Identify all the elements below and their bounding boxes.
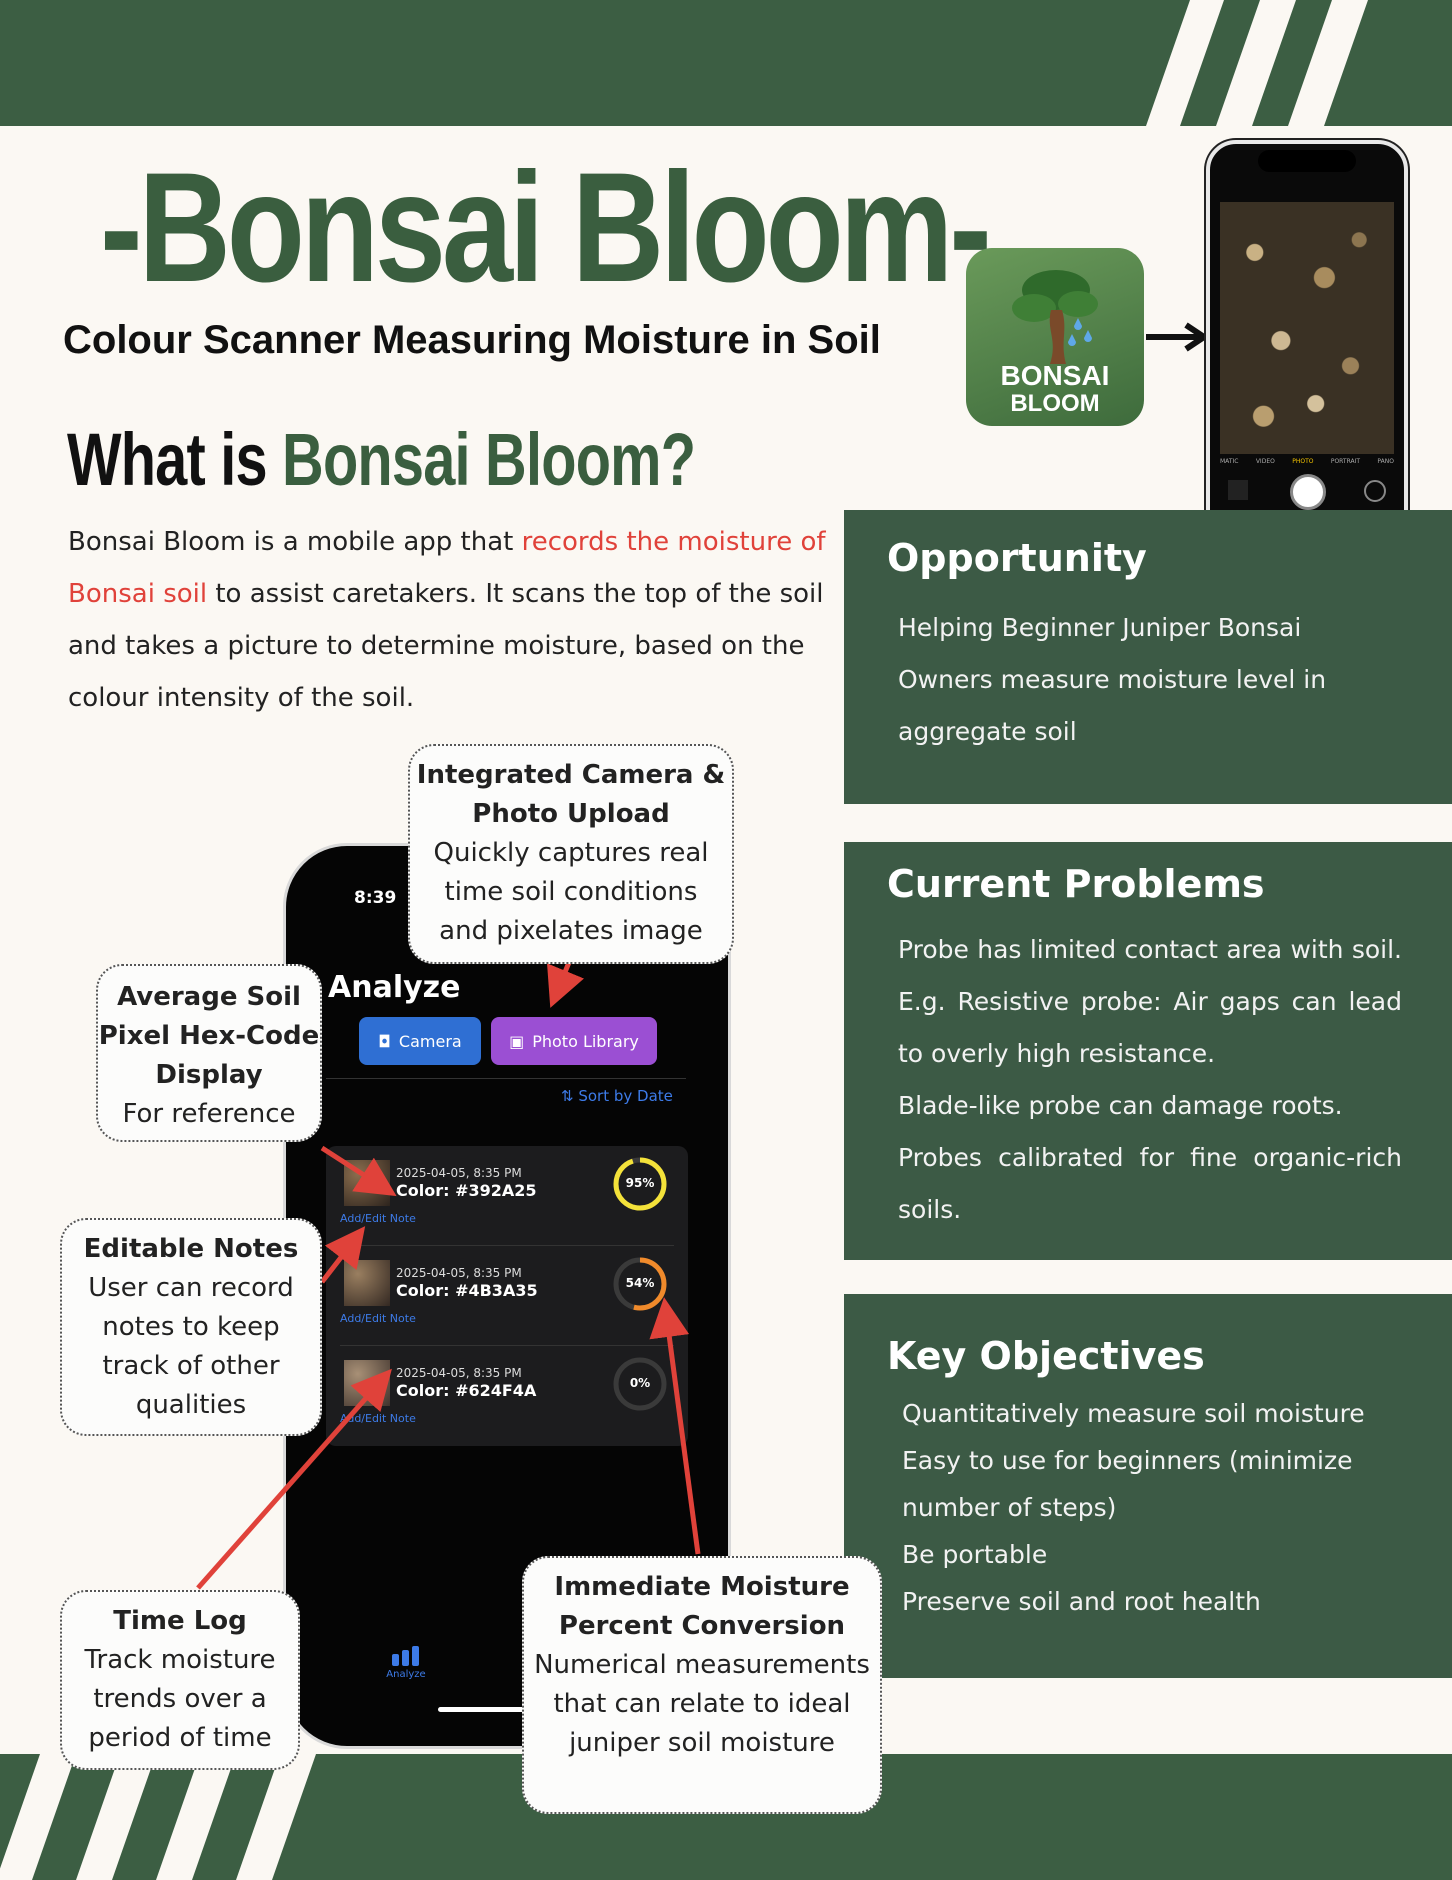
arrow-right-icon — [1146, 322, 1210, 352]
bonsai-tree-icon — [1012, 270, 1098, 364]
divider — [340, 1345, 674, 1346]
callout-body: Track moisture trends over a period of t… — [84, 1645, 276, 1753]
callout-body: Quickly captures real time soil conditio… — [433, 838, 709, 946]
objective-line: Quantitatively measure soil moisture — [902, 1399, 1365, 1428]
logo-line2: BLOOM — [1010, 390, 1100, 417]
entry-date: 2025-04-05, 8:35 PM — [396, 1366, 522, 1380]
problems-panel: Current Problems Probe has limited conta… — [844, 842, 1452, 1260]
problem-line: Blade-like probe can damage roots. — [898, 1091, 1343, 1120]
intro-highlight: records the moisture of Bonsai soil — [68, 527, 826, 609]
opportunity-title: Opportunity — [887, 536, 1147, 580]
soil-thumbnail — [344, 1260, 390, 1306]
gallery-thumbnail[interactable] — [1228, 480, 1248, 500]
analyze-tab[interactable] — [391, 1646, 421, 1666]
camera-button-label: Camera — [398, 1031, 462, 1051]
intro-part1: Bonsai Bloom is a mobile app that — [68, 527, 522, 557]
callout-body: For reference — [122, 1099, 296, 1129]
phone-notch — [1258, 150, 1356, 172]
problems-body: Probe has limited contact area with soil… — [898, 924, 1402, 1236]
callout-title: Integrated Camera & Photo Upload — [416, 760, 726, 829]
moisture-percent: 95% — [625, 1176, 655, 1190]
camera-phone-mockup: MATIC VIDEO PHOTO PORTRAIT PANO — [1206, 140, 1408, 542]
moisture-percent: 0% — [629, 1376, 651, 1390]
intro-part2: to assist caretakers. It scans the top o… — [68, 579, 824, 713]
entry-date: 2025-04-05, 8:35 PM — [396, 1266, 522, 1280]
callout-title: Time Log — [113, 1606, 247, 1636]
camera-mode[interactable]: MATIC — [1220, 458, 1239, 465]
page-title: -Bonsai Bloom- — [100, 141, 992, 315]
objective-line: Be portable — [902, 1540, 1048, 1569]
callout-body: User can record notes to keep track of o… — [88, 1273, 294, 1420]
problem-line: Probes calibrated for fine organic-rich … — [898, 1143, 1402, 1224]
objectives-title: Key Objectives — [887, 1334, 1205, 1378]
problem-line: Probe has limited contact area with soil… — [898, 935, 1402, 1068]
soil-camera-preview — [1220, 202, 1394, 454]
flip-camera-icon[interactable] — [1364, 480, 1386, 502]
sort-icon: ⇅ — [561, 1087, 579, 1105]
list-item[interactable]: 2025-04-05, 8:35 PM Color: #4B3A35 Add/E… — [326, 1246, 688, 1346]
add-edit-note-link[interactable]: Add/Edit Note — [340, 1312, 416, 1325]
opportunity-body: Helping Beginner Juniper Bonsai Owners m… — [898, 613, 1327, 746]
page-subtitle: Colour Scanner Measuring Moisture in Soi… — [63, 318, 881, 362]
analyze-tab-label: Analyze — [386, 1669, 426, 1680]
photo-icon: ▣ — [509, 1031, 525, 1051]
camera-modes: MATIC VIDEO PHOTO PORTRAIT PANO — [1220, 458, 1394, 465]
timelog-callout: Time Log Track moisture trends over a pe… — [60, 1590, 300, 1770]
objective-line: Preserve soil and root health — [902, 1587, 1261, 1616]
callout-title: Editable Notes — [83, 1234, 299, 1264]
camera-icon: ◘ — [378, 1031, 391, 1051]
entry-color: Color: #392A25 — [396, 1181, 537, 1200]
callout-title: Immediate Moisture Percent Conversion — [554, 1572, 850, 1641]
callout-title: Average Soil Pixel Hex-Code Display — [98, 982, 320, 1090]
camera-mode[interactable]: PANO — [1377, 458, 1394, 465]
hex-callout: Average Soil Pixel Hex-Code Display For … — [96, 964, 322, 1142]
notes-callout: Editable Notes User can record notes to … — [60, 1218, 322, 1436]
app-logo: BONSAI BLOOM — [966, 248, 1144, 426]
moisture-callout: Immediate Moisture Percent Conversion Nu… — [522, 1556, 882, 1814]
entry-color: Color: #624F4A — [396, 1381, 537, 1400]
moisture-ring — [613, 1257, 667, 1311]
bar-chart-icon — [392, 1646, 419, 1666]
shutter-button[interactable] — [1290, 474, 1326, 510]
camera-button[interactable]: ◘ Camera — [359, 1017, 481, 1065]
entry-date: 2025-04-05, 8:35 PM — [396, 1166, 522, 1180]
sort-by-date-button[interactable]: ⇅ Sort by Date — [561, 1087, 673, 1105]
list-item[interactable]: 2025-04-05, 8:35 PM Color: #392A25 Add/E… — [326, 1146, 688, 1246]
moisture-percent: 54% — [625, 1276, 655, 1290]
camera-callout: Integrated Camera & Photo Upload Quickly… — [408, 744, 734, 964]
bottom-stripes — [0, 1754, 316, 1880]
list-item[interactable]: 2025-04-05, 8:35 PM Color: #624F4A Add/E… — [326, 1346, 688, 1446]
screen-title: Analyze — [328, 970, 461, 1005]
top-stripes — [1146, 0, 1368, 126]
add-edit-note-link[interactable]: Add/Edit Note — [340, 1412, 416, 1425]
what-is-heading: What is Bonsai Bloom? — [67, 418, 696, 502]
what-is-prefix: What is — [67, 418, 283, 501]
sort-label: Sort by Date — [578, 1087, 673, 1105]
camera-mode[interactable]: PHOTO — [1292, 458, 1314, 465]
objective-line: Easy to use for beginners (minimize numb… — [902, 1446, 1353, 1522]
soil-thumbnail — [344, 1360, 390, 1406]
status-time: 8:39 — [354, 888, 397, 908]
photo-library-label: Photo Library — [532, 1031, 639, 1051]
photo-library-button[interactable]: ▣ Photo Library — [491, 1017, 657, 1065]
soil-thumbnail — [344, 1160, 390, 1206]
divider — [340, 1245, 674, 1246]
camera-mode[interactable]: VIDEO — [1255, 458, 1275, 465]
callout-body: Numerical measurements that can relate t… — [534, 1650, 870, 1758]
divider — [326, 1078, 686, 1079]
logo-line1: BONSAI — [1000, 360, 1110, 391]
opportunity-panel: Opportunity Helping Beginner Juniper Bon… — [844, 510, 1452, 804]
entry-color: Color: #4B3A35 — [396, 1281, 538, 1300]
problems-title: Current Problems — [887, 862, 1265, 906]
intro-paragraph: Bonsai Bloom is a mobile app that record… — [68, 516, 828, 724]
moisture-ring — [613, 1157, 667, 1211]
add-edit-note-link[interactable]: Add/Edit Note — [340, 1212, 416, 1225]
what-is-highlight: Bonsai Bloom? — [282, 418, 696, 501]
camera-mode[interactable]: PORTRAIT — [1330, 458, 1361, 465]
objectives-body: Quantitatively measure soil moisture Eas… — [902, 1390, 1422, 1625]
objectives-panel: Key Objectives Quantitatively measure so… — [844, 1294, 1452, 1678]
home-indicator — [438, 1707, 576, 1712]
